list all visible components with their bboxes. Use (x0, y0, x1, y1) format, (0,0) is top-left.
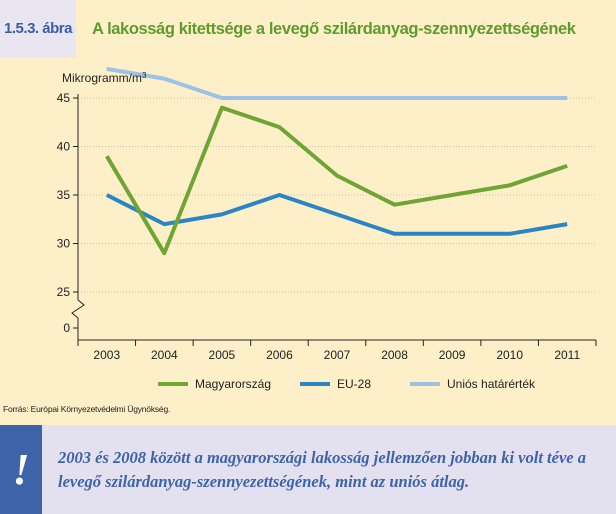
legend-label: Magyarország (195, 377, 271, 391)
y-tick-label: 30 (57, 237, 71, 251)
figure-title: A lakosság kitettsége a levegő szilárdan… (92, 20, 576, 38)
x-tick-label: 2008 (381, 348, 408, 362)
line-chart: 0 25 30 35 40 45 2003 2004 2005 2006 2007 2008 2009… (57, 66, 597, 391)
legend-label: EU-28 (337, 377, 371, 391)
y-tick-label: 25 (57, 285, 71, 299)
callout-box (0, 425, 616, 514)
x-tick-label: 2003 (93, 348, 120, 362)
source-note: Forrás: Európai Környezetvédelmi Ügynöks… (3, 404, 171, 414)
axes (71, 94, 597, 346)
legend-label: Uniós határérték (447, 377, 536, 391)
y-axis-label: Mikrogramm/m3 (62, 71, 147, 85)
series-line-3 (106, 66, 568, 100)
y-tick-label: 0 (63, 321, 70, 335)
figure-header: 1.5.3. ábra A lakosság kitettsége a leve… (0, 0, 616, 58)
y-axis-label-text: Mikrogramm/m (62, 71, 142, 85)
x-tick-label: 2011 (554, 348, 580, 362)
grid-lines (78, 97, 596, 293)
exclamation-icon: ! (0, 425, 42, 514)
y-tick-label: 40 (57, 140, 71, 154)
legend: Magyarország EU-28 Uniós határérték (158, 377, 536, 391)
y-tick-label: 35 (57, 188, 71, 202)
x-tick-label: 2005 (209, 348, 236, 362)
series-line-2 (105, 193, 568, 236)
y-axis-label-superscript: 3 (142, 71, 147, 80)
series-lines (105, 66, 568, 256)
x-tick-labels: 2003 2004 2005 2006 2007 2008 2009 2010 2011 (93, 348, 580, 362)
y-tick-labels: 0 25 30 35 40 45 (57, 91, 71, 335)
x-tick-label: 2007 (324, 348, 351, 362)
callout-text: 2003 és 2008 között a magyarországi lako… (58, 448, 586, 491)
x-tick-label: 2004 (151, 348, 178, 362)
axis-break-mark (71, 299, 85, 319)
x-tick-label: 2010 (496, 348, 523, 362)
y-tick-label: 45 (57, 91, 71, 105)
figure-number: 1.5.3. ábra (0, 0, 76, 58)
x-tick-label: 2006 (266, 348, 293, 362)
x-tick-label: 2009 (439, 348, 466, 362)
series-line-1 (105, 105, 568, 256)
